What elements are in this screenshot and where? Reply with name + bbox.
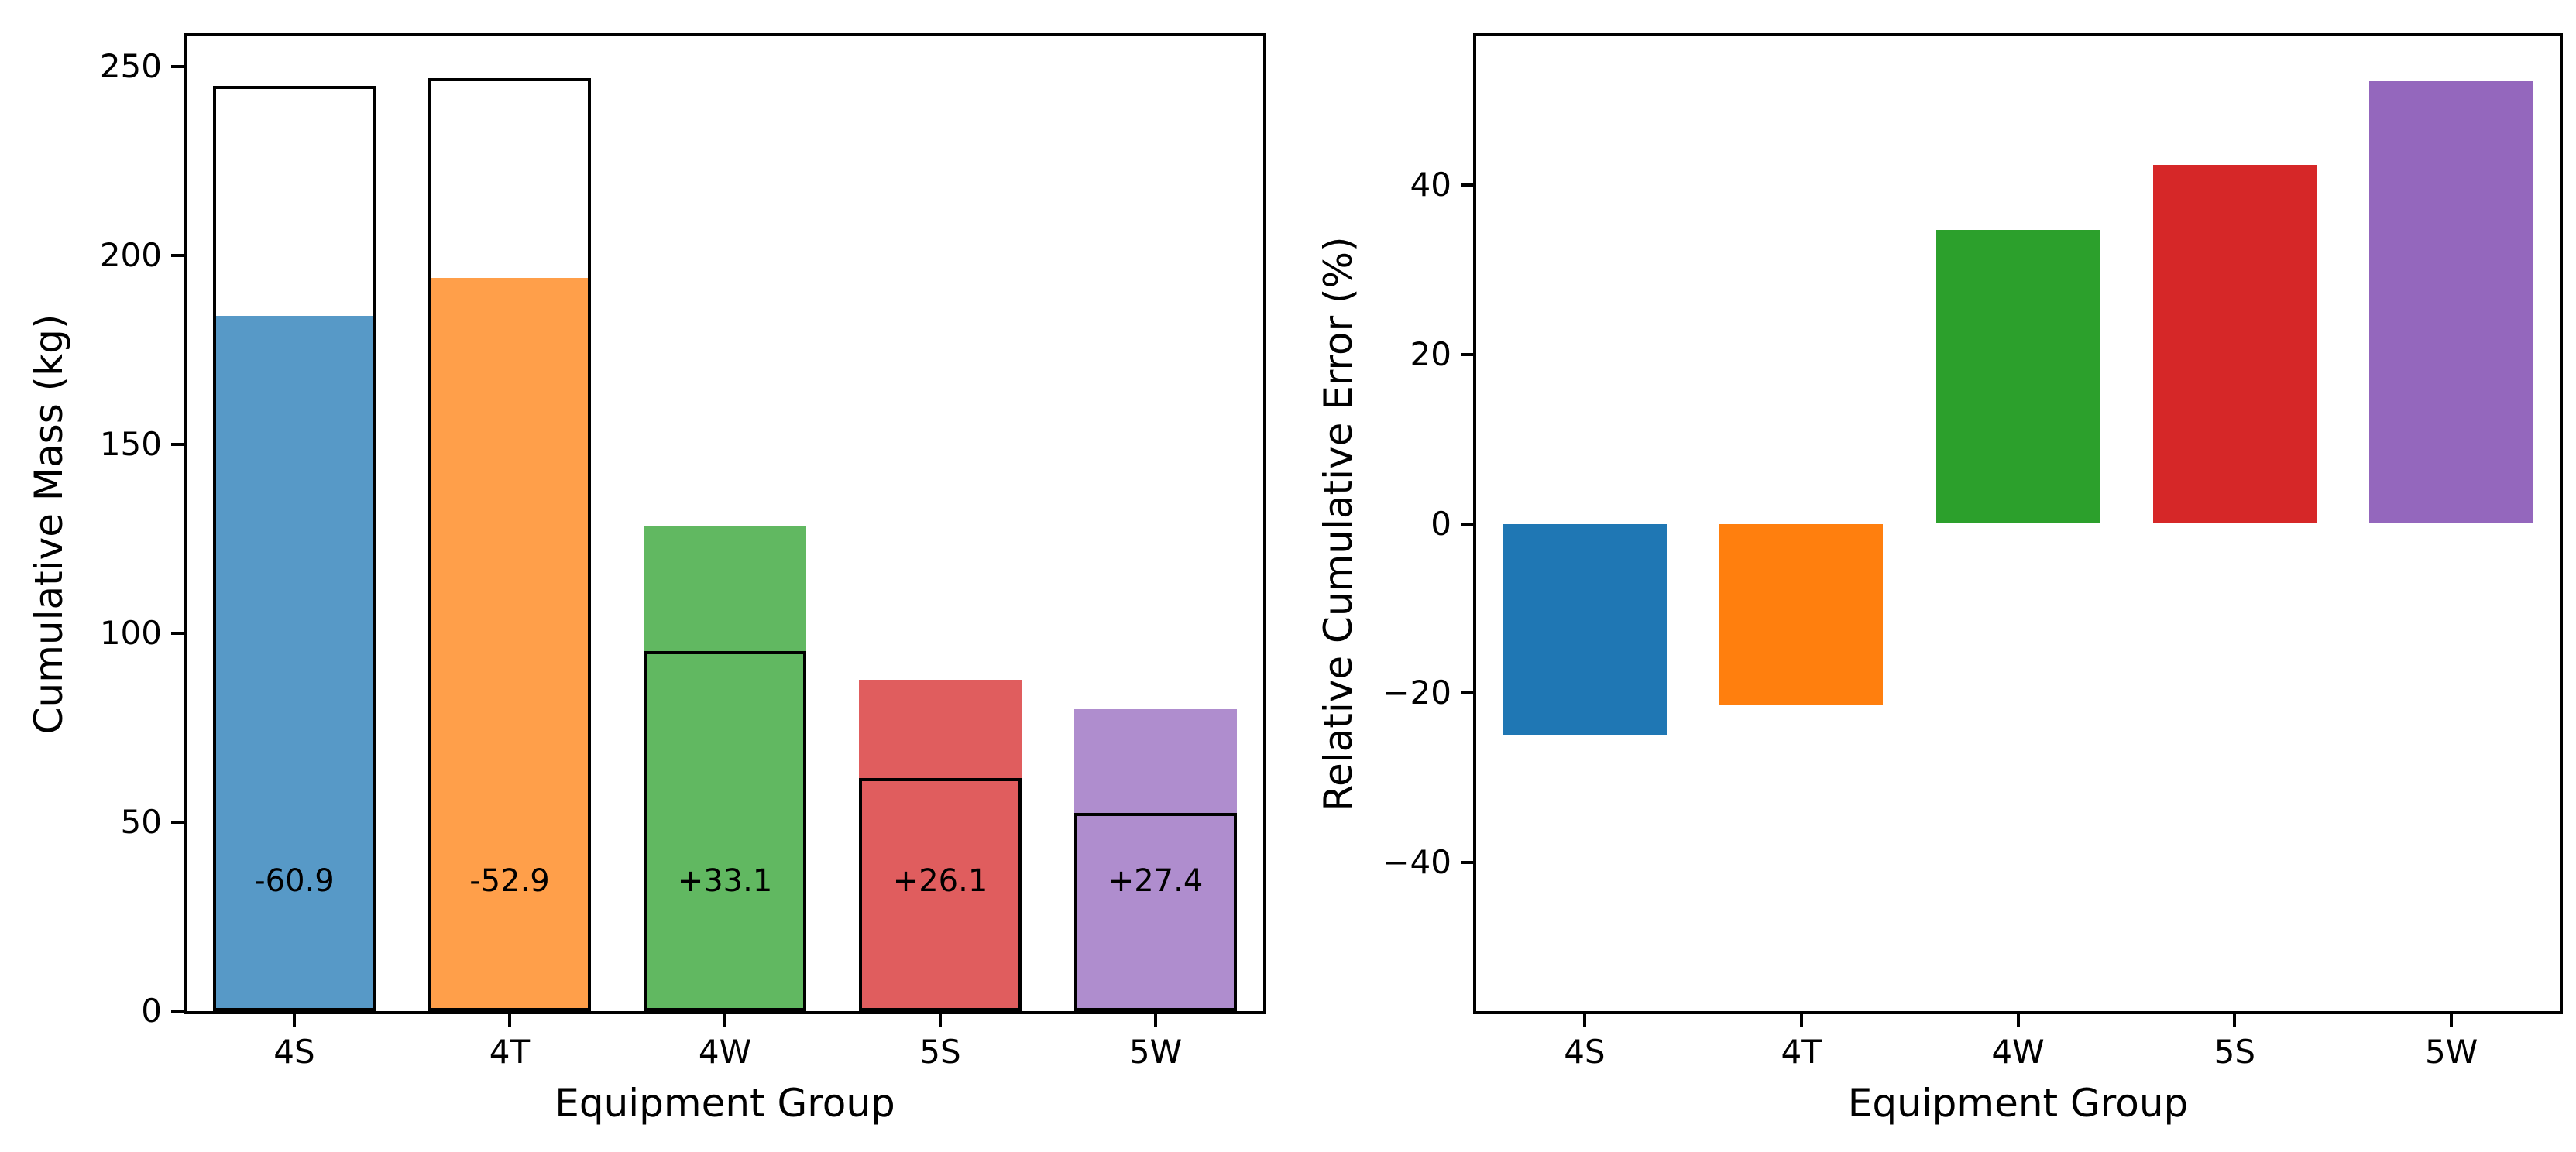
x-tick-label: 4T bbox=[489, 1033, 531, 1071]
bar-5S-outline bbox=[859, 777, 1022, 1011]
bar-4S-fill bbox=[1503, 523, 1667, 735]
y-tick-label: 50 bbox=[120, 803, 162, 841]
y-tick-label: 20 bbox=[1410, 334, 1451, 373]
y-tick-label: 200 bbox=[99, 236, 162, 275]
bar-4W-outline bbox=[644, 650, 806, 1011]
x-tick-mark bbox=[939, 1014, 942, 1027]
bar-5S-fill bbox=[2152, 165, 2317, 524]
bar-4T-outline bbox=[428, 77, 591, 1011]
x-tick-mark bbox=[723, 1014, 726, 1027]
bar-value-label: -60.9 bbox=[254, 862, 335, 899]
left-y-axis-label: Cumulative Mass (kg) bbox=[26, 314, 71, 734]
y-tick-label: 0 bbox=[141, 992, 162, 1030]
right-x-axis-label: Equipment Group bbox=[1847, 1081, 2189, 1126]
y-tick-mark bbox=[171, 821, 184, 824]
y-tick-mark bbox=[1461, 691, 1473, 695]
y-tick-label: 250 bbox=[99, 47, 162, 86]
bar-5W-outline bbox=[1074, 812, 1237, 1011]
y-tick-label: 100 bbox=[99, 614, 162, 652]
y-tick-label: 40 bbox=[1410, 165, 1451, 204]
x-tick-label: 5S bbox=[2214, 1033, 2255, 1071]
x-tick-mark bbox=[1154, 1014, 1157, 1027]
bar-4T-fill bbox=[1719, 523, 1884, 705]
bar-5W-fill bbox=[1074, 709, 1237, 1011]
bar-4S-fill bbox=[213, 316, 376, 1011]
right-y-axis-label: Relative Cumulative Error (%) bbox=[1316, 235, 1361, 812]
bar-value-label: +27.4 bbox=[1108, 862, 1204, 899]
x-tick-label: 5S bbox=[919, 1033, 961, 1071]
x-tick-label: 4W bbox=[698, 1033, 752, 1071]
y-tick-mark bbox=[1461, 352, 1473, 356]
bar-value-label: -52.9 bbox=[469, 862, 550, 899]
relative-cumulative-error-chart: Relative Cumulative Error (%) Equipment … bbox=[1316, 33, 2563, 1123]
y-tick-mark bbox=[171, 443, 184, 447]
x-tick-label: 5W bbox=[1128, 1033, 1183, 1071]
bar-5S-fill bbox=[859, 679, 1022, 1011]
x-tick-label: 4W bbox=[1991, 1033, 2045, 1071]
x-tick-mark bbox=[2233, 1014, 2237, 1027]
bar-4S-outline bbox=[213, 85, 376, 1011]
y-tick-mark bbox=[1461, 861, 1473, 865]
bar-4T-fill bbox=[428, 277, 591, 1011]
left-x-axis-label: Equipment Group bbox=[555, 1081, 895, 1126]
x-tick-label: 5W bbox=[2424, 1033, 2478, 1071]
x-tick-mark bbox=[1799, 1014, 1803, 1027]
bar-value-label: +33.1 bbox=[677, 862, 773, 899]
bar-4W-fill bbox=[644, 526, 806, 1011]
x-tick-label: 4S bbox=[273, 1033, 315, 1071]
y-tick-label: 0 bbox=[1431, 504, 1451, 543]
y-tick-label: −20 bbox=[1382, 674, 1451, 712]
x-tick-mark bbox=[508, 1014, 511, 1027]
x-tick-label: 4S bbox=[1564, 1033, 1606, 1071]
bar-5W-fill bbox=[2369, 81, 2533, 524]
cumulative-mass-chart: Cumulative Mass (kg) Equipment Group 250… bbox=[26, 33, 1266, 1123]
y-tick-mark bbox=[1461, 183, 1473, 187]
y-tick-label: −40 bbox=[1382, 843, 1451, 882]
x-tick-mark bbox=[2450, 1014, 2454, 1027]
y-tick-mark bbox=[1461, 522, 1473, 526]
y-tick-mark bbox=[171, 1010, 184, 1013]
x-tick-mark bbox=[293, 1014, 296, 1027]
y-tick-mark bbox=[171, 632, 184, 635]
y-tick-label: 150 bbox=[99, 425, 162, 464]
x-tick-mark bbox=[1582, 1014, 1586, 1027]
bar-value-label: +26.1 bbox=[892, 862, 988, 899]
y-tick-mark bbox=[171, 254, 184, 258]
x-tick-mark bbox=[2016, 1014, 2020, 1027]
y-tick-mark bbox=[171, 65, 184, 69]
bar-4W-fill bbox=[1935, 229, 2100, 524]
x-tick-label: 4T bbox=[1781, 1033, 1822, 1071]
